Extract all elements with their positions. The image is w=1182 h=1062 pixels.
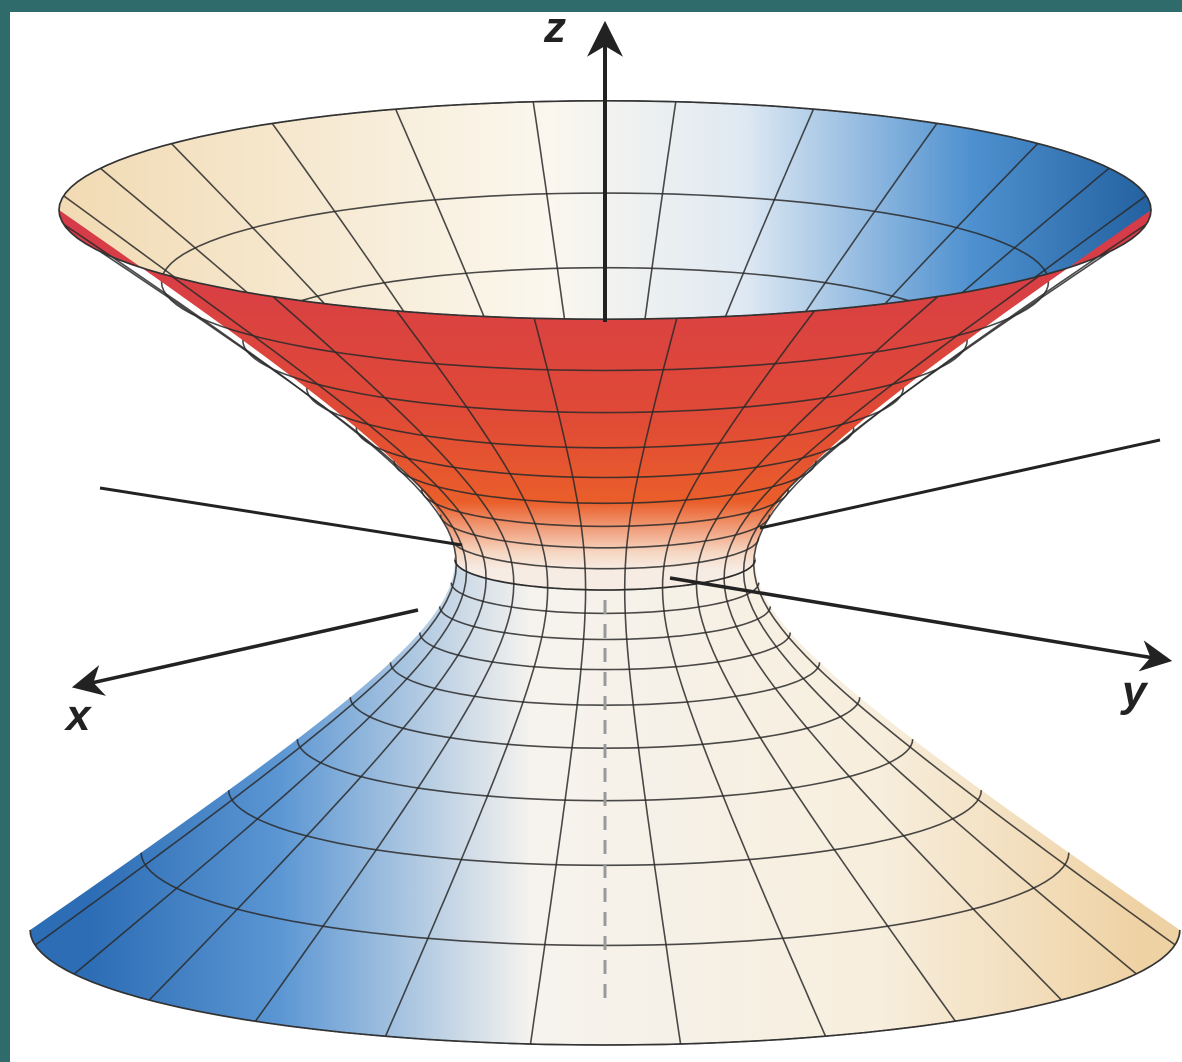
y-label: y [1120, 667, 1149, 716]
z-label: z [543, 12, 566, 52]
x-axis [78, 610, 418, 686]
hyperboloid-figure: z x y [10, 12, 1182, 1062]
figure-frame: z x y [10, 12, 1182, 1062]
x-axis-back [100, 488, 462, 545]
x-label: x [64, 691, 92, 740]
